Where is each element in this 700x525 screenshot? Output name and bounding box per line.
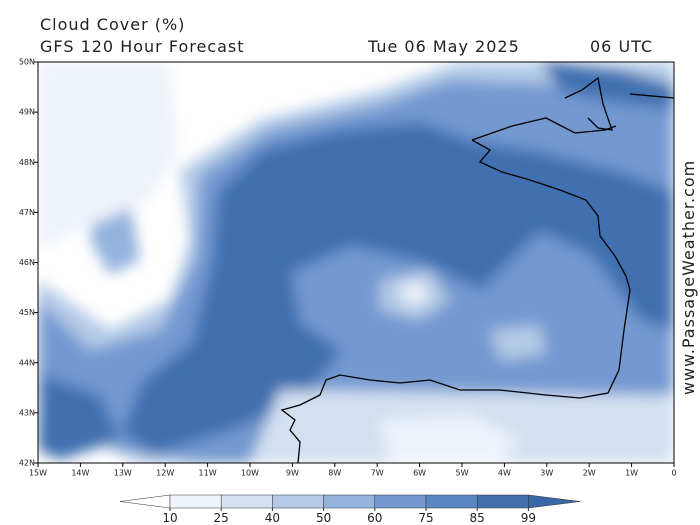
y-tick-label: 44N xyxy=(19,358,35,367)
colorbar-segment xyxy=(272,494,324,509)
y-tick-label: 48N xyxy=(19,158,35,167)
x-tick-label: 14W xyxy=(71,469,89,478)
x-tick-label: 0 xyxy=(671,469,676,478)
colorbar-label: 10 xyxy=(162,511,177,525)
colorbar-segment xyxy=(425,494,478,509)
date: Tue 06 May 2025 xyxy=(367,37,520,56)
colorbar-label: 75 xyxy=(418,511,433,525)
x-tick-label: 10W xyxy=(241,469,259,478)
colorbar-segment xyxy=(323,494,376,509)
colorbar-label: 25 xyxy=(214,511,229,525)
x-tick-label: 1W xyxy=(625,469,638,478)
colorbar-segment xyxy=(374,494,427,509)
cloud-field xyxy=(38,62,674,463)
colorbar-label: 40 xyxy=(265,511,280,525)
colorbar-segment xyxy=(476,494,529,509)
x-tick-label: 15W xyxy=(29,469,47,478)
colorbar-end xyxy=(528,494,581,509)
colorbar-segment xyxy=(220,494,273,509)
x-tick-label: 7W xyxy=(371,469,384,478)
x-tick-label: 3W xyxy=(540,469,553,478)
colorbar-end xyxy=(119,494,171,509)
colorbar-label: 50 xyxy=(316,511,331,525)
y-tick-label: 49N xyxy=(19,108,35,117)
y-tick-label: 46N xyxy=(19,258,35,267)
x-tick-label: 8W xyxy=(328,469,341,478)
colorbar-label: 99 xyxy=(521,511,536,525)
y-tick-label: 43N xyxy=(19,408,35,417)
coastline xyxy=(280,76,674,463)
y-tick-label: 47N xyxy=(19,208,35,217)
title: Cloud Cover (%) xyxy=(40,15,185,34)
x-tick-label: 5W xyxy=(456,469,469,478)
colorbar-label: 60 xyxy=(367,511,382,525)
subtitle: GFS 120 Hour Forecast xyxy=(40,37,245,56)
x-tick-label: 13W xyxy=(114,469,132,478)
x-tick-label: 4W xyxy=(498,469,511,478)
x-tick-label: 11W xyxy=(199,469,217,478)
y-tick-label: 50N xyxy=(19,58,35,67)
x-tick-label: 2W xyxy=(583,469,596,478)
time: 06 UTC xyxy=(590,37,653,56)
watermark: www.PassageWeather.com xyxy=(679,160,698,395)
colorbar-segment xyxy=(169,494,222,509)
y-tick-label: 45N xyxy=(19,308,35,317)
x-tick-label: 6W xyxy=(413,469,426,478)
colorbar-label: 85 xyxy=(470,511,485,525)
x-tick-label: 9W xyxy=(286,469,299,478)
x-tick-label: 12W xyxy=(156,469,174,478)
y-tick-label: 42N xyxy=(19,459,35,468)
